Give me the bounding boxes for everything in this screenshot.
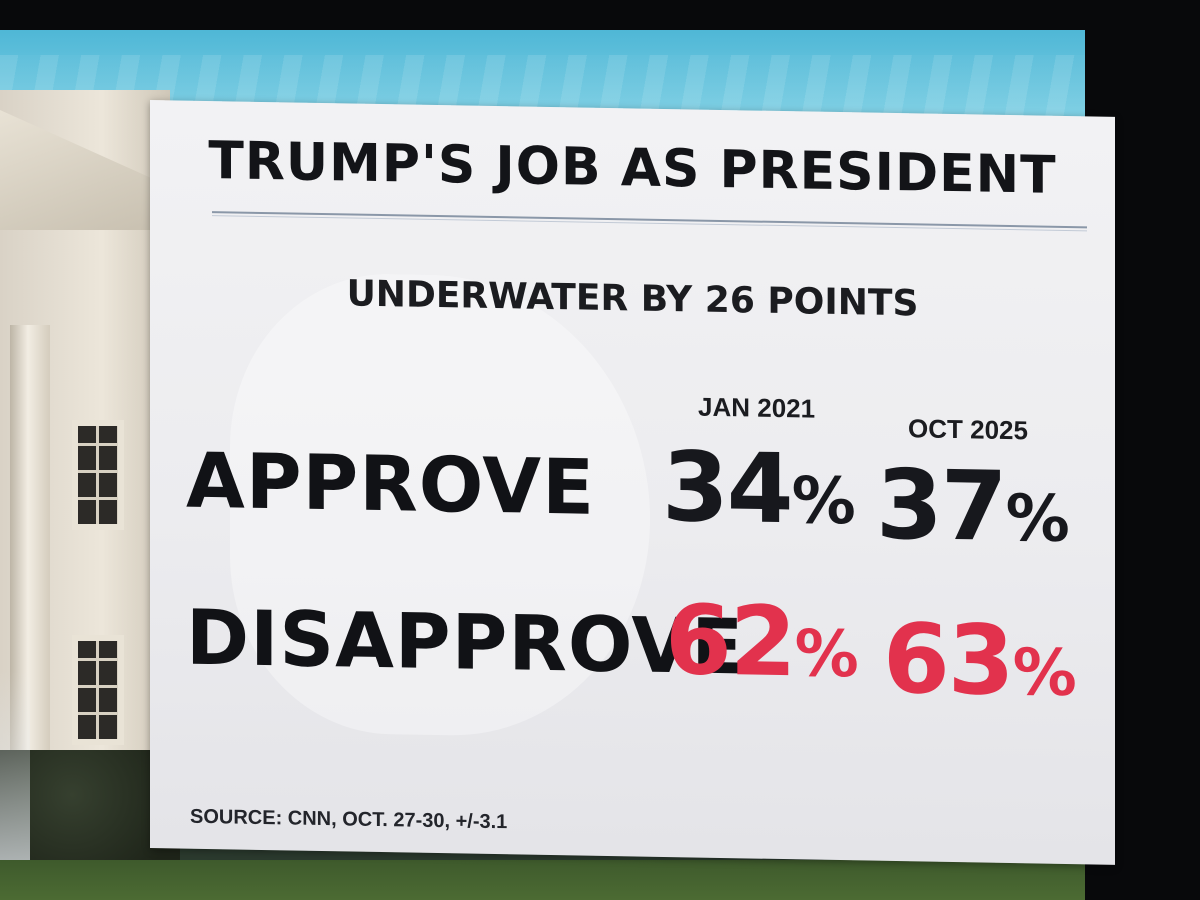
disapprove-jan-2021-number: 62 (665, 583, 795, 699)
approve-value-oct-2025: 37% (876, 449, 1068, 564)
title-divider (212, 211, 1087, 229)
graphic-title: TRUMP'S JOB AS PRESIDENT (208, 131, 1057, 206)
percent-sign: % (791, 464, 854, 540)
source-note: SOURCE: CNN, OCT. 27-30, +/-3.1 (190, 805, 508, 834)
poll-graphic-card: TRUMP'S JOB AS PRESIDENT UNDERWATER BY 2… (150, 100, 1115, 865)
approve-value-jan-2021: 34% (662, 431, 854, 546)
percent-sign: % (1012, 636, 1075, 712)
disapprove-oct-2025-number: 63 (883, 602, 1013, 718)
row-label-approve: APPROVE (186, 435, 596, 532)
lawn (0, 860, 1085, 900)
percent-sign: % (1005, 481, 1068, 558)
approve-oct-2025-number: 37 (876, 448, 1006, 563)
column-header-jan-2021: JAN 2021 (698, 391, 816, 424)
white-house-window (72, 420, 124, 530)
column-header-oct-2025: OCT 2025 (908, 413, 1028, 446)
disapprove-value-jan-2021: 62% (665, 584, 857, 699)
row-label-disapprove: DISAPPROVE (186, 592, 745, 692)
white-house-window (72, 635, 124, 745)
percent-sign: % (794, 617, 857, 693)
disapprove-value-oct-2025: 63% (883, 603, 1075, 718)
approve-jan-2021-number: 34 (662, 430, 792, 546)
